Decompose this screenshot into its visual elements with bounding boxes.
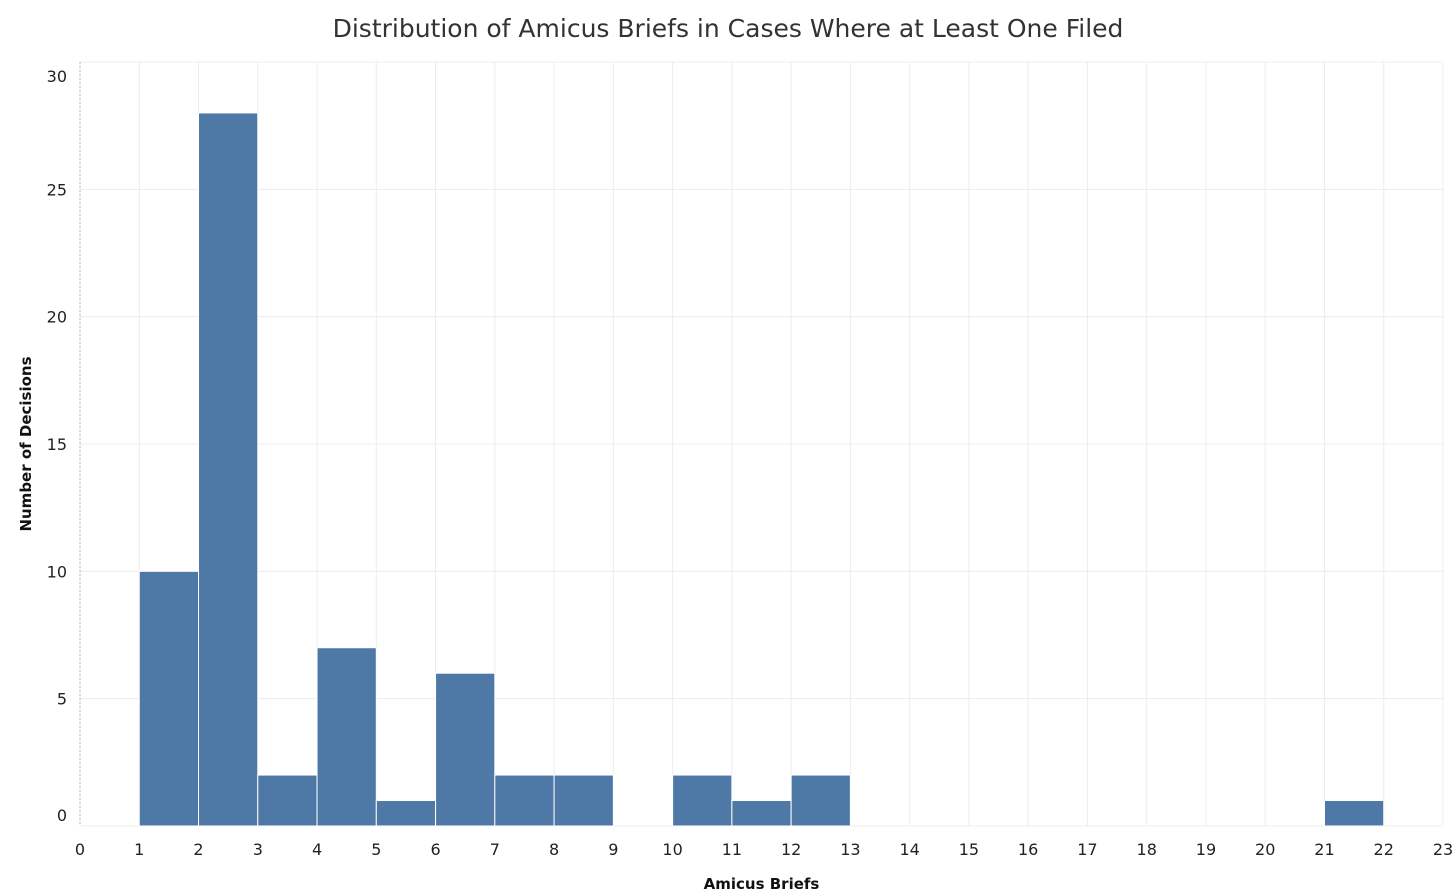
x-tick-labels: 0 1 2 3 4 5 6 7 8 9 10 11 12 13 14 15 16 17 18 19 20 21 22 23 xyxy=(75,840,1453,859)
y-axis-title: Number of Decisions xyxy=(17,356,35,531)
y-tick-label: 10 xyxy=(47,562,67,581)
x-axis-title: Amicus Briefs xyxy=(704,875,820,890)
grid-lines xyxy=(79,61,1444,827)
histogram-bar xyxy=(198,112,259,827)
x-tick-label: 10 xyxy=(662,840,682,859)
histogram-bar xyxy=(553,774,614,827)
x-tick-label: 22 xyxy=(1374,840,1394,859)
histogram-bar xyxy=(435,672,496,827)
x-tick-label: 7 xyxy=(490,840,500,859)
histogram-bar xyxy=(790,774,851,827)
x-tick-label: 3 xyxy=(253,840,263,859)
x-tick-label: 1 xyxy=(134,840,144,859)
x-tick-label: 5 xyxy=(371,840,381,859)
x-tick-label: 11 xyxy=(722,840,742,859)
x-tick-label: 14 xyxy=(899,840,919,859)
histogram-bar xyxy=(672,774,733,827)
x-tick-label: 15 xyxy=(959,840,979,859)
histogram-bar xyxy=(138,570,200,827)
histogram-bar xyxy=(316,647,377,827)
x-tick-label: 13 xyxy=(840,840,860,859)
x-tick-label: 16 xyxy=(1018,840,1038,859)
histogram-bar xyxy=(494,774,555,827)
histogram-bar xyxy=(1323,800,1385,827)
x-tick-label: 2 xyxy=(193,840,203,859)
y-tick-label: 20 xyxy=(47,308,67,327)
histogram-bar xyxy=(257,774,318,827)
x-tick-label: 8 xyxy=(549,840,559,859)
y-tick-label: 25 xyxy=(47,180,67,199)
x-tick-label: 23 xyxy=(1433,840,1453,859)
y-tick-label: 0 xyxy=(57,806,67,825)
chart-title: Distribution of Amicus Briefs in Cases W… xyxy=(332,14,1124,43)
y-tick-label: 15 xyxy=(47,435,67,454)
x-tick-label: 12 xyxy=(781,840,801,859)
x-tick-label: 17 xyxy=(1077,840,1097,859)
x-tick-label: 18 xyxy=(1137,840,1157,859)
x-tick-label: 21 xyxy=(1314,840,1334,859)
x-tick-label: 0 xyxy=(75,840,85,859)
x-tick-label: 9 xyxy=(608,840,618,859)
bars xyxy=(138,112,1385,827)
x-tick-label: 6 xyxy=(430,840,440,859)
x-tick-label: 20 xyxy=(1255,840,1275,859)
y-tick-label: 5 xyxy=(57,690,67,709)
histogram-bar xyxy=(375,800,437,827)
x-tick-label: 19 xyxy=(1196,840,1216,859)
y-tick-labels: 0 5 10 15 20 25 30 xyxy=(47,67,67,825)
y-tick-label: 30 xyxy=(47,67,67,86)
x-tick-label: 4 xyxy=(312,840,322,859)
histogram-bar xyxy=(731,800,792,827)
